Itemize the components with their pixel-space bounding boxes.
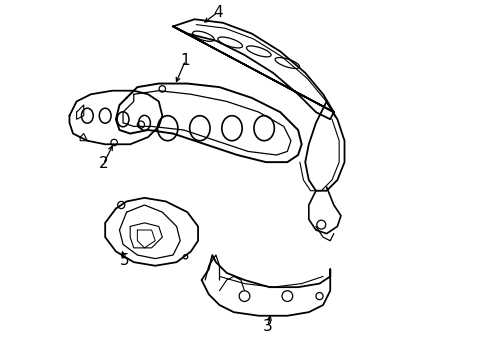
Text: 3: 3 — [263, 319, 272, 334]
Text: 2: 2 — [99, 157, 108, 171]
Text: 5: 5 — [120, 253, 129, 268]
Text: 1: 1 — [181, 53, 190, 68]
Text: 4: 4 — [212, 5, 222, 19]
